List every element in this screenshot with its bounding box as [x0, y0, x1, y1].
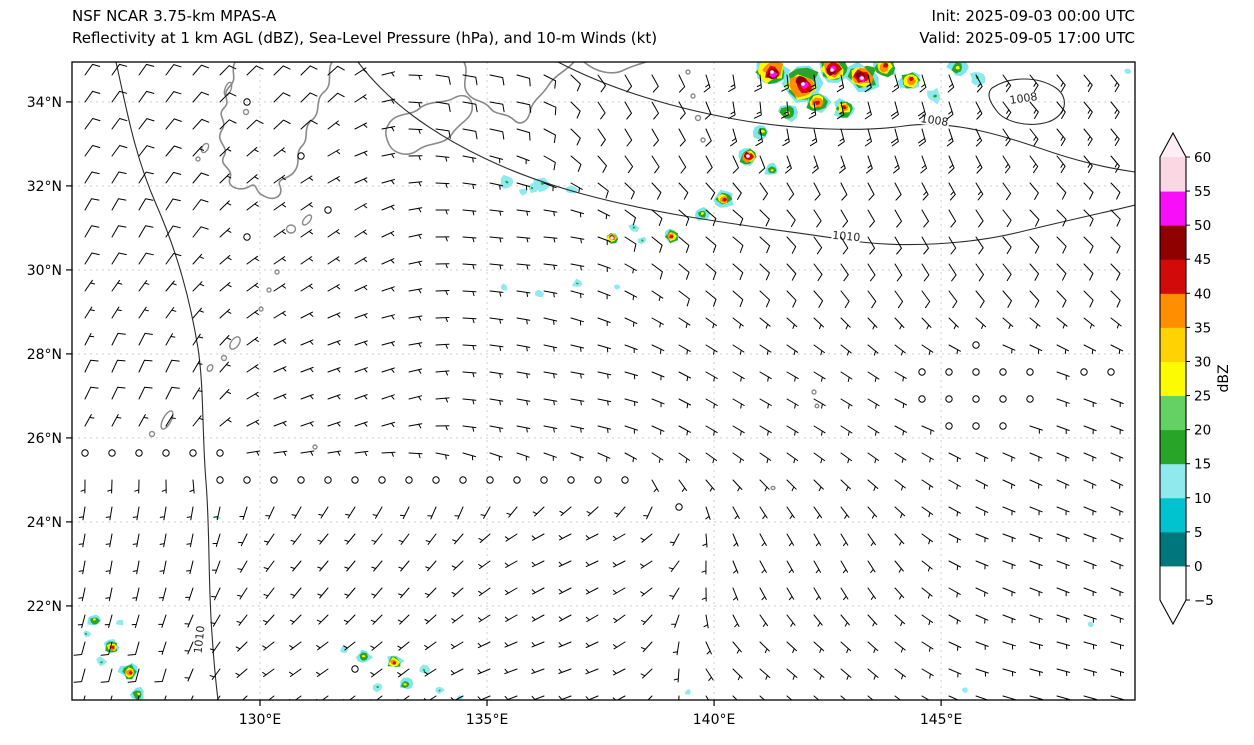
- x-axis-tick-label: 135°E: [466, 712, 509, 728]
- colorbar-axis-label: dBZ: [1216, 364, 1232, 392]
- colorbar-tick-label: 0: [1194, 559, 1203, 575]
- gridlines: [72, 62, 1135, 700]
- colorbar-tick-label: 40: [1194, 286, 1211, 302]
- colorbar-tick-label: 45: [1194, 252, 1211, 268]
- contour-label: 1010: [832, 229, 861, 244]
- model-title: NSF NCAR 3.75-km MPAS-A: [72, 7, 277, 25]
- colorbar-tick-label: 25: [1194, 389, 1211, 405]
- contour-label: 1008: [1009, 90, 1039, 107]
- y-axis-tick-label: 26°N: [27, 431, 62, 447]
- y-axis-tick-label: 32°N: [27, 179, 62, 195]
- colorbar-tick-label: 20: [1194, 423, 1211, 439]
- colorbar-tick-label: −5: [1194, 593, 1214, 609]
- colorbar: −5 0 5 10 15 20 25 30 35 40 45 50 55 60 dBZ: [1159, 131, 1232, 626]
- colorbar-tick-label: 50: [1194, 218, 1211, 234]
- x-axis-tick-label: 145°E: [920, 712, 963, 728]
- x-axis-tick-label: 140°E: [693, 712, 736, 728]
- colorbar-tick-label: 60: [1194, 150, 1211, 166]
- y-axis-ticks: 34°N 32°N 30°N 28°N 26°N 24°N 22°N: [27, 95, 72, 615]
- axes: 34°N 32°N 30°N 28°N 26°N 24°N 22°N 130°E 135°E 14…: [27, 61, 1136, 728]
- colorbar-tick-label: 55: [1194, 184, 1211, 200]
- wind-barbs: [73, 63, 1124, 700]
- init-time-label: Init: 2025-09-03 00:00 UTC: [931, 7, 1135, 25]
- colorbar-tick-label: 30: [1194, 354, 1211, 370]
- valid-time-label: Valid: 2025-09-05 17:00 UTC: [919, 29, 1135, 47]
- y-axis-tick-label: 28°N: [27, 347, 62, 363]
- contour-label: 1010: [192, 625, 208, 654]
- x-axis-ticks: 130°E 135°E 140°E 145°E: [239, 700, 963, 728]
- pressure-contours: 1010 1010 1008 1008: [115, 62, 1135, 700]
- reflectivity-cells: [83, 62, 1132, 700]
- colorbar-tick-label: 15: [1194, 457, 1211, 473]
- y-axis-tick-label: 30°N: [27, 263, 62, 279]
- y-axis-tick-label: 22°N: [27, 599, 62, 615]
- colorbar-tick-label: 10: [1194, 491, 1211, 507]
- colorbar-tick-label: 5: [1194, 525, 1203, 541]
- contour-label: 1008: [920, 112, 950, 129]
- y-axis-tick-label: 34°N: [27, 95, 62, 111]
- plot-variables-title: Reflectivity at 1 km AGL (dBZ), Sea-Leve…: [72, 29, 658, 47]
- y-axis-tick-label: 24°N: [27, 515, 62, 531]
- coastlines: [148, 62, 820, 491]
- colorbar-tick-label: 35: [1194, 320, 1211, 336]
- x-axis-tick-label: 130°E: [239, 712, 282, 728]
- map-area: 1010 1010 1008 1008: [72, 62, 1135, 700]
